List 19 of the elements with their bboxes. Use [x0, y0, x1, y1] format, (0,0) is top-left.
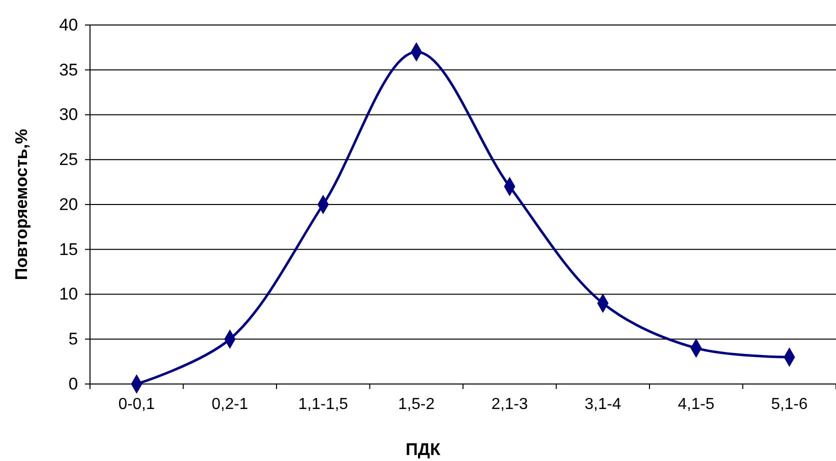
y-tick-label: 10	[59, 284, 78, 304]
y-tick-label: 5	[68, 330, 78, 349]
y-tick-label: 35	[59, 60, 78, 80]
y-tick-label: 20	[59, 194, 78, 214]
y-tick-label: 40	[59, 15, 78, 34]
x-tick-label: 5,1-6	[771, 396, 808, 413]
y-tick-label: 15	[59, 240, 78, 259]
x-tick-label: 3,1-4	[584, 396, 622, 413]
y-tick-label: 0	[68, 374, 78, 394]
y-axis-title: Повторяемость,%	[12, 128, 31, 280]
x-tick-label: 1,1-1,5	[298, 396, 348, 413]
x-tick-label: 0,2-1	[212, 396, 248, 413]
x-tick-label: 2,1-3	[491, 396, 528, 413]
x-axis-title: ПДК	[406, 440, 441, 459]
y-tick-label: 25	[59, 150, 78, 170]
x-tick-label: 4,1-5	[678, 396, 714, 413]
y-tick-label: 30	[59, 105, 78, 124]
x-tick-label: 1,5-2	[398, 396, 435, 413]
x-tick-label: 0-0,1	[118, 396, 155, 413]
